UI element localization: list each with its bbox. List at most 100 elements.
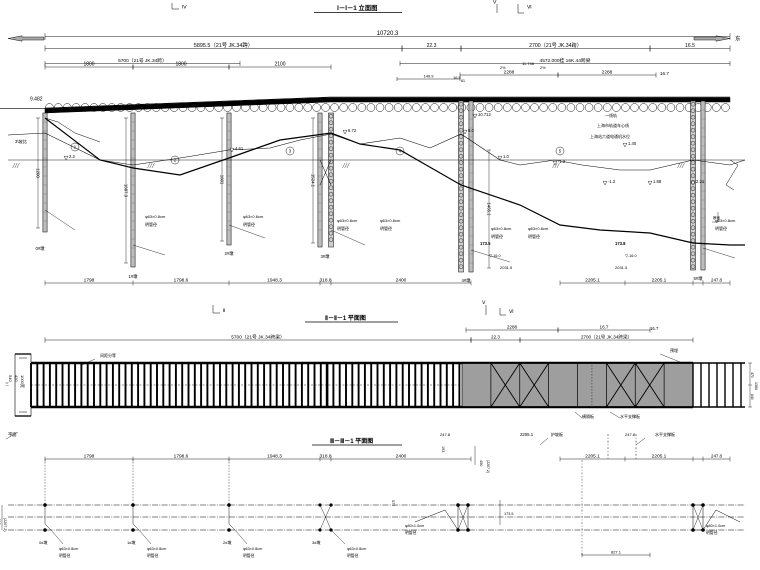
svg-text:173.8: 173.8 (615, 241, 626, 246)
svg-text:10.712: 10.712 (478, 112, 491, 117)
svg-text:193: 193 (441, 446, 445, 452)
svg-text:81: 81 (461, 79, 465, 83)
svg-text:1.40: 1.40 (628, 141, 637, 146)
svg-text:Ⅳ: Ⅳ (182, 5, 187, 11)
svg-text:1380: 1380 (754, 382, 758, 390)
svg-text:Ⅰ－Ⅰ－1 立面图: Ⅰ－Ⅰ－1 立面图 (337, 3, 377, 12)
svg-text:173.5: 173.5 (504, 512, 514, 516)
svg-text:φ63×0.8cm: φ63×0.8cm (715, 218, 736, 223)
svg-text:247.8: 247.8 (440, 432, 451, 437)
svg-text:φ63×0.8cm: φ63×0.8cm (243, 547, 262, 551)
svg-text:577: 577 (391, 500, 395, 506)
svg-text:Ⅱ: Ⅱ (223, 308, 225, 314)
svg-text:φ63×0.8cm: φ63×0.8cm (347, 547, 366, 551)
svg-text:φ63×0.8cm: φ63×0.8cm (243, 214, 264, 219)
svg-text:827.1: 827.1 (611, 550, 622, 555)
svg-text:φ63×0.8cm: φ63×0.8cm (147, 547, 166, 551)
svg-text:420: 420 (14, 375, 19, 382)
svg-text:1000宽: 1000宽 (20, 375, 26, 388)
svg-text:φ63×0.8cm: φ63×0.8cm (528, 226, 549, 231)
svg-text:1798: 1798 (84, 278, 95, 284)
svg-text:3#墩: 3#墩 (312, 539, 320, 545)
svg-text:明管径: 明管径 (380, 225, 392, 231)
svg-text:1798.6: 1798.6 (174, 278, 189, 284)
svg-text:明管径: 明管径 (337, 225, 349, 231)
svg-text:2%: 2% (500, 66, 506, 70)
svg-text:2288: 2288 (504, 70, 515, 76)
svg-text:2.2: 2.2 (69, 154, 75, 159)
svg-text:2%: 2% (540, 66, 546, 70)
svg-text:2700（21号 JK.34跨）: 2700（21号 JK.34跨） (529, 41, 582, 49)
svg-text:护坡板: 护坡板 (551, 431, 563, 437)
svg-text:一线轨: 一线轨 (605, 112, 617, 118)
svg-text:2400: 2400 (396, 278, 407, 284)
svg-text:1524.1: 1524.1 (311, 174, 316, 188)
svg-text:明管径: 明管径 (59, 553, 71, 558)
svg-text:318.8: 318.8 (319, 454, 331, 460)
svg-text:2#墩: 2#墩 (224, 250, 234, 257)
svg-text:5700（21号 JK.34跨梁）: 5700（21号 JK.34跨梁） (231, 334, 285, 341)
svg-text:φ63×0.8cm: φ63×0.8cm (491, 226, 512, 231)
svg-text:16.7: 16.7 (650, 326, 659, 331)
svg-text:Ⅴ: Ⅴ (482, 300, 486, 306)
svg-text:1800: 1800 (83, 62, 94, 68)
svg-text:上海站六道电通机水位: 上海站六道电通机水位 (590, 133, 630, 139)
svg-text:2031.5: 2031.5 (615, 265, 628, 270)
svg-text:明管径: 明管径 (243, 553, 255, 558)
svg-text:Ⅴ: Ⅴ (493, 0, 497, 6)
svg-text:1607.3: 1607.3 (124, 184, 129, 198)
svg-text:173.5: 173.5 (480, 241, 491, 246)
svg-text:明管径: 明管径 (715, 225, 727, 231)
svg-text:φ63×0.8cm: φ63×0.8cm (380, 218, 401, 223)
svg-text:3\坡比: 3\坡比 (15, 138, 27, 145)
svg-text:▽-16.0: ▽-16.0 (489, 254, 501, 258)
svg-text:φ63×0.8cm: φ63×0.8cm (59, 547, 78, 551)
svg-text:2031.5: 2031.5 (500, 265, 513, 270)
svg-text:上海市轨道车心线: 上海市轨道车心线 (597, 122, 629, 128)
svg-text:φ80×1.0cm: φ80×1.0cm (706, 524, 725, 528)
svg-text:0#墩: 0#墩 (35, 245, 45, 252)
svg-text:Ⅱ－Ⅱ－1 平面图: Ⅱ－Ⅱ－1 平面图 (325, 314, 366, 322)
svg-text:6.72: 6.72 (348, 128, 357, 133)
svg-text:247.8: 247.8 (711, 278, 723, 283)
svg-text:φ80×1.0cm: φ80×1.0cm (405, 524, 424, 528)
svg-text:10720.3: 10720.3 (377, 31, 399, 37)
svg-text:318.8: 318.8 (319, 278, 331, 284)
svg-text:明管径: 明管径 (147, 553, 159, 558)
svg-text:5700（21号 JK.34跨）: 5700（21号 JK.34跨） (118, 57, 167, 64)
svg-text:3#墩: 3#墩 (320, 253, 330, 260)
svg-text:4.61: 4.61 (235, 146, 244, 151)
svg-text:5895.5（21号 JK.34跨）: 5895.5（21号 JK.34跨） (194, 41, 253, 49)
svg-text:明管径: 明管径 (528, 233, 540, 239)
svg-text:Ⅲ－Ⅲ－1 平面图: Ⅲ－Ⅲ－1 平面图 (330, 437, 373, 445)
svg-text:11.748: 11.748 (522, 61, 535, 66)
svg-text:1798.6: 1798.6 (174, 454, 189, 460)
svg-text:1200: 1200 (36, 168, 41, 178)
svg-text:840: 840 (750, 394, 754, 400)
svg-text:1798: 1798 (84, 454, 95, 460)
svg-text:-1.2: -1.2 (558, 159, 566, 164)
svg-text:▽-16.0: ▽-16.0 (625, 254, 637, 258)
svg-text:φ63×0.8cm: φ63×0.8cm (145, 214, 166, 219)
svg-text:2400: 2400 (396, 454, 407, 460)
svg-text:东: 东 (735, 35, 741, 43)
svg-text:470: 470 (750, 372, 754, 378)
svg-text:间距分等: 间距分等 (100, 352, 116, 358)
svg-text:247.8: 247.8 (711, 454, 723, 459)
svg-text:1948.3: 1948.3 (267, 454, 282, 460)
svg-text:1#墩: 1#墩 (128, 273, 138, 280)
svg-text:横隔板: 横隔板 (582, 413, 594, 419)
svg-text:2205.1: 2205.1 (520, 432, 534, 437)
svg-text:16.7: 16.7 (600, 325, 609, 330)
svg-text:247.8: 247.8 (625, 432, 636, 437)
svg-text:420: 420 (0, 518, 2, 525)
svg-text:2205.1: 2205.1 (652, 454, 667, 460)
svg-text:(2207.2): (2207.2) (3, 518, 7, 531)
svg-text:-1.2: -1.2 (608, 179, 616, 184)
svg-text:450: 450 (479, 460, 483, 466)
svg-text:(2207.2): (2207.2) (486, 460, 490, 473)
svg-text:2700（21号 JK.34跨梁）: 2700（21号 JK.34跨梁） (581, 334, 632, 341)
svg-text:2#墩: 2#墩 (223, 539, 231, 545)
svg-text:0#墩: 0#墩 (39, 539, 47, 545)
svg-text:明管径: 明管径 (706, 530, 718, 535)
